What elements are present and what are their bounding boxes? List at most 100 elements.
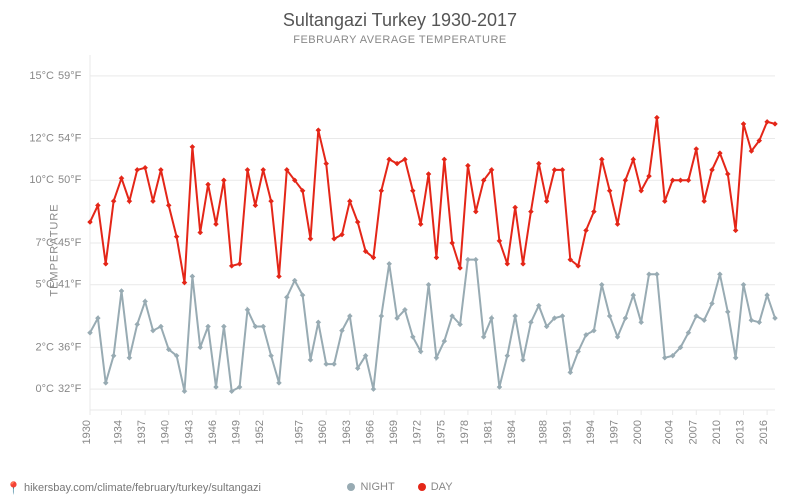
legend-label-night: NIGHT [360,481,394,493]
series-marker-day [560,167,565,172]
series-marker-day [773,121,778,126]
series-marker-night [662,355,667,360]
legend-marker-day [418,483,426,491]
series-marker-day [725,172,730,177]
series-marker-day [733,228,738,233]
legend-item-day: DAY [418,481,453,493]
series-marker-day [544,199,549,204]
x-tick-year: 1940 [160,420,172,444]
series-marker-day [135,167,140,172]
y-tick-c: 0°C [36,383,55,395]
source-url-text: hikersbay.com/climate/february/turkey/su… [24,482,261,494]
series-marker-night [560,314,565,319]
series-marker-night [733,355,738,360]
series-marker-night [473,257,478,262]
series-marker-day [190,144,195,149]
series-marker-day [623,178,628,183]
series-marker-day [536,161,541,166]
series-marker-day [269,199,274,204]
series-marker-day [229,263,234,268]
y-tick-f: 50°F [58,174,82,186]
series-marker-day [206,182,211,187]
legend-label-day: DAY [431,481,453,493]
series-marker-night [206,324,211,329]
series-marker-night [465,257,470,262]
y-tick-f: 54°F [58,132,82,144]
series-marker-day [347,199,352,204]
series-marker-day [450,240,455,245]
series-line-night [90,260,775,392]
x-tick-year: 1930 [81,420,93,444]
x-tick-year: 1949 [231,420,243,444]
series-marker-day [316,128,321,133]
x-tick-year: 1963 [341,420,353,444]
series-marker-day [418,222,423,227]
series-marker-day [473,209,478,214]
y-tick-f: 36°F [58,341,82,353]
series-marker-night [717,272,722,277]
x-tick-year: 2000 [632,420,644,444]
series-marker-day [127,199,132,204]
map-pin-icon: 📍 [6,481,21,495]
series-marker-night [119,288,124,293]
x-tick-year: 1960 [317,420,329,444]
series-marker-day [465,163,470,168]
series-marker-night [749,318,754,323]
series-marker-night [387,261,392,266]
series-marker-day [379,188,384,193]
series-marker-day [324,161,329,166]
series-marker-day [686,178,691,183]
series-marker-day [552,167,557,172]
x-tick-year: 1952 [254,420,266,444]
x-tick-year: 2010 [711,420,723,444]
y-tick-c: 15°C [29,70,54,82]
series-marker-day [678,178,683,183]
series-marker-night [773,316,778,321]
series-marker-day [174,234,179,239]
legend-marker-night [347,483,355,491]
series-marker-night [654,272,659,277]
series-marker-day [158,167,163,172]
series-marker-night [127,355,132,360]
series-marker-night [198,345,203,350]
x-tick-year: 1991 [561,420,573,444]
series-marker-day [741,121,746,126]
series-marker-night [111,353,116,358]
series-marker-day [458,266,463,271]
temperature-chart: Sultangazi Turkey 1930-2017 FEBRUARY AVE… [0,0,800,500]
series-marker-day [528,209,533,214]
x-tick-year: 1975 [435,420,447,444]
series-marker-night [599,282,604,287]
y-tick-f: 45°F [58,237,82,249]
x-tick-year: 1978 [459,420,471,444]
series-marker-day [237,261,242,266]
y-tick-c: 10°C [29,174,54,186]
series-marker-day [103,261,108,266]
series-marker-night [221,324,226,329]
series-marker-night [371,387,376,392]
y-tick-c: 12°C [29,132,54,144]
series-marker-night [639,320,644,325]
source-link[interactable]: 📍 hikersbay.com/climate/february/turkey/… [6,481,261,495]
series-line-day [90,118,775,283]
series-marker-night [505,353,510,358]
y-tick-f: 59°F [58,70,82,82]
series-marker-day [505,261,510,266]
x-tick-year: 1943 [183,420,195,444]
series-marker-night [521,357,526,362]
series-marker-day [607,188,612,193]
y-tick-c: 7°C [36,237,55,249]
series-marker-night [757,320,762,325]
series-marker-night [741,282,746,287]
y-tick-f: 41°F [58,279,82,291]
series-marker-night [631,293,636,298]
series-marker-day [150,199,155,204]
x-tick-year: 1937 [136,420,148,444]
series-marker-day [434,255,439,260]
x-tick-year: 1969 [388,420,400,444]
series-marker-night [324,362,329,367]
series-marker-night [426,282,431,287]
x-tick-year: 2007 [687,420,699,444]
series-marker-day [426,172,431,177]
series-marker-day [410,188,415,193]
